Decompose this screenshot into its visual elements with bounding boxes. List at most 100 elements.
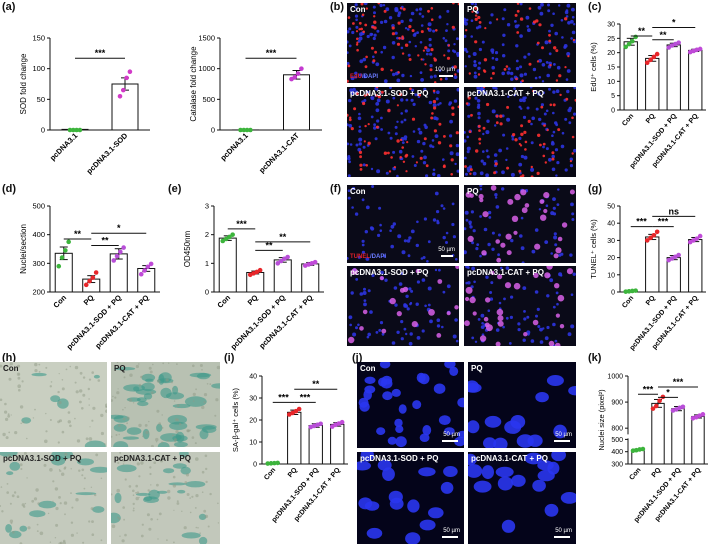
cell-dot — [59, 470, 61, 472]
significance-label: *** — [658, 217, 669, 227]
cell-dot — [189, 372, 212, 378]
cell-dot — [456, 87, 459, 92]
data-point — [118, 249, 123, 255]
cell-dot — [167, 489, 171, 494]
cell-dot — [157, 379, 161, 383]
cell-dot — [79, 389, 83, 393]
cell-dot — [81, 474, 84, 477]
cell-dot — [203, 509, 207, 513]
cell-dot — [359, 163, 363, 167]
cell-dot — [522, 115, 527, 119]
cell-dot — [542, 142, 546, 146]
cell-dot — [371, 273, 375, 278]
cell-dot — [408, 40, 412, 44]
cell-dot — [352, 22, 355, 25]
cell-dot — [437, 103, 440, 106]
cell-dot — [18, 373, 20, 375]
cell-dot — [61, 472, 65, 476]
cell-dot — [494, 124, 497, 127]
cell-dot — [482, 211, 489, 218]
cell-dot — [370, 33, 374, 36]
cell-dot — [114, 396, 117, 399]
cell-dot — [375, 108, 380, 113]
micrograph-f-con: Con TUNEL/DAPI 50 µm — [347, 185, 459, 263]
cell-dot — [455, 152, 459, 157]
cell-dot — [504, 282, 512, 289]
cell-dot — [519, 234, 523, 238]
cell-dot — [520, 132, 524, 136]
cell-dot — [540, 103, 544, 107]
cell-dot — [447, 44, 451, 47]
cell-dot — [135, 484, 138, 488]
cell-dot — [13, 491, 17, 494]
cell-dot — [377, 95, 381, 99]
cell-dot — [507, 67, 511, 71]
cell-dot — [157, 490, 168, 494]
cell-dot — [75, 492, 97, 496]
cell-dot — [451, 25, 455, 29]
cell-dot — [426, 48, 431, 53]
cell-dot — [88, 520, 91, 523]
cell-dot — [438, 415, 451, 425]
cell-dot — [0, 364, 3, 368]
cell-dot — [468, 222, 472, 226]
cell-dot — [551, 154, 555, 159]
data-point — [654, 403, 659, 409]
cell-dot — [416, 220, 419, 224]
y-tick-label: 20 — [607, 50, 615, 57]
data-point — [680, 404, 686, 410]
cell-dot — [400, 98, 404, 102]
cell-dot — [148, 489, 160, 500]
cell-dot — [141, 382, 155, 392]
cell-texture — [347, 3, 459, 83]
cell-dot — [149, 472, 152, 476]
cell-dot — [122, 417, 126, 421]
cell-dot — [49, 419, 52, 421]
micrograph-label: Con — [350, 5, 366, 14]
cell-dot — [520, 246, 525, 251]
cell-dot — [554, 339, 558, 343]
cell-dot — [181, 510, 183, 512]
cell-dot — [78, 469, 81, 472]
cell-dot — [527, 119, 531, 123]
cell-dot — [370, 46, 374, 50]
cell-dot — [372, 59, 376, 63]
cell-dot — [436, 90, 440, 94]
cell-dot — [36, 523, 39, 526]
cell-dot — [379, 229, 383, 232]
cell-dot — [347, 156, 351, 161]
cell-dot — [483, 316, 489, 322]
cell-dot — [352, 332, 357, 337]
cell-dot — [404, 27, 408, 30]
y-tick-label: 1 — [205, 259, 209, 268]
cell-dot — [474, 96, 478, 100]
cell-dot — [401, 141, 405, 144]
cell-dot — [530, 339, 535, 343]
cell-dot — [375, 87, 379, 89]
cell-dot — [448, 101, 453, 105]
cell-dot — [474, 40, 478, 44]
cell-dot — [481, 322, 484, 325]
panel-label-e: (e) — [168, 183, 182, 195]
cell-texture — [348, 266, 459, 346]
cell-dot — [172, 387, 174, 390]
cell-dot — [429, 68, 433, 72]
category-label: pcDNA3.1-CAT + PQ — [93, 293, 151, 351]
cell-dot — [481, 40, 485, 44]
cell-dot — [11, 494, 15, 498]
cell-dot — [403, 118, 407, 122]
cell-dot — [467, 169, 471, 173]
cell-dot — [419, 433, 430, 442]
cell-dot — [429, 144, 433, 148]
cell-dot — [491, 231, 495, 235]
cell-dot — [468, 383, 482, 393]
cell-dot — [502, 33, 506, 37]
scale-bar — [441, 255, 453, 257]
cell-dot — [145, 430, 149, 435]
cell-dot — [474, 6, 478, 10]
cell-dot — [58, 542, 62, 544]
cell-dot — [387, 108, 391, 113]
cell-dot — [552, 12, 555, 15]
cell-dot — [123, 376, 126, 379]
y-tick-label: 2 — [205, 230, 209, 239]
